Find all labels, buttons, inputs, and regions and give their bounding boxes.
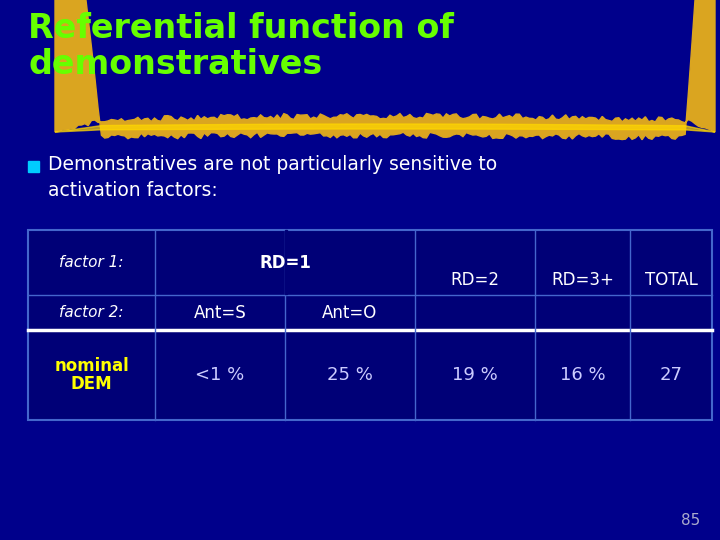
Text: factor 1:: factor 1: [59, 255, 124, 270]
Bar [28, 161, 39, 172]
Text: DEM: DEM [71, 375, 112, 393]
Text: <1 %: <1 % [195, 366, 245, 384]
Bar [28, 230, 712, 420]
Polygon shape [55, 0, 715, 140]
Text: 25 %: 25 % [327, 366, 373, 384]
Bar [28, 230, 712, 330]
Text: demonstratives: demonstratives [28, 48, 323, 81]
Text: Demonstratives are not particularly sensitive to: Demonstratives are not particularly sens… [48, 156, 497, 174]
Text: Ant=S: Ant=S [194, 303, 246, 321]
Polygon shape [55, 124, 715, 132]
Text: RD=3+: RD=3+ [551, 271, 614, 289]
Text: Referential function of: Referential function of [28, 12, 454, 45]
Bar [285, 230, 287, 294]
Text: 16 %: 16 % [559, 366, 606, 384]
Bar [28, 330, 712, 420]
Text: RD=2: RD=2 [451, 271, 500, 289]
Text: factor 2:: factor 2: [59, 305, 124, 320]
Text: 19 %: 19 % [452, 366, 498, 384]
Text: Ant=O: Ant=O [323, 303, 377, 321]
Text: TOTAL: TOTAL [644, 271, 698, 289]
Text: activation factors:: activation factors: [48, 180, 217, 199]
Text: 85: 85 [680, 513, 700, 528]
Text: RD=1: RD=1 [259, 253, 311, 272]
Text: nominal: nominal [54, 357, 129, 375]
Text: 27: 27 [660, 366, 683, 384]
